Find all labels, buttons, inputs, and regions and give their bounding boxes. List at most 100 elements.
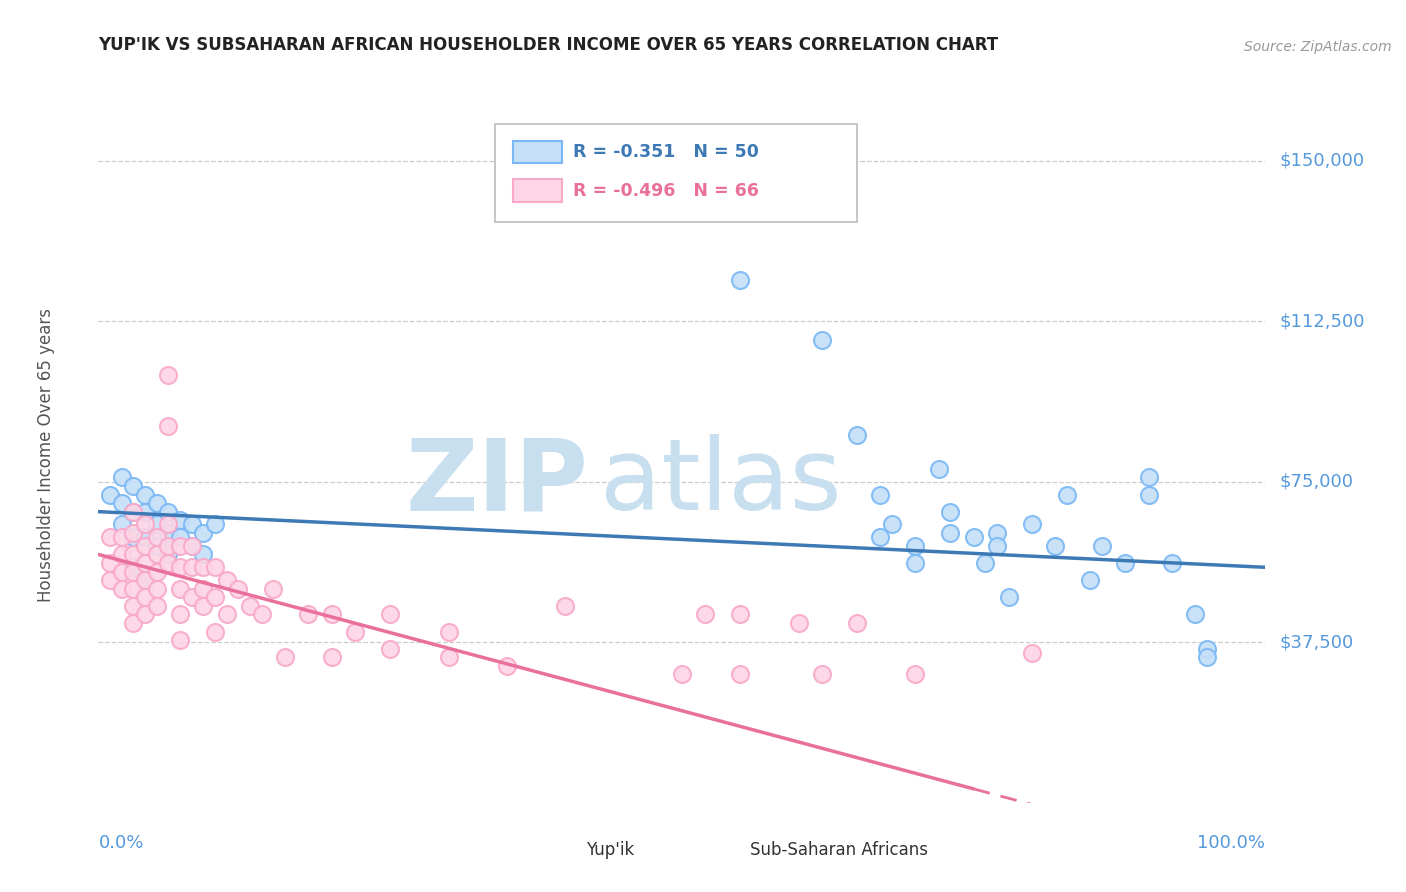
- Point: [1137, 470, 1160, 484]
- Point: [787, 615, 810, 630]
- Text: $150,000: $150,000: [1279, 152, 1364, 169]
- Point: [1195, 641, 1218, 656]
- Point: [146, 496, 169, 510]
- Point: [134, 556, 156, 570]
- Point: [134, 573, 156, 587]
- Point: [928, 462, 950, 476]
- Point: [134, 487, 156, 501]
- Point: [122, 505, 145, 519]
- Point: [939, 505, 962, 519]
- Point: [180, 539, 202, 553]
- Point: [146, 565, 169, 579]
- Point: [437, 650, 460, 665]
- Point: [146, 582, 169, 596]
- Point: [974, 556, 997, 570]
- Point: [122, 530, 145, 544]
- Point: [730, 607, 752, 622]
- Point: [880, 517, 903, 532]
- Point: [437, 624, 460, 639]
- Point: [1021, 646, 1043, 660]
- Point: [939, 526, 962, 541]
- Point: [122, 526, 145, 541]
- Point: [111, 565, 134, 579]
- Point: [98, 556, 121, 570]
- Text: ZIP: ZIP: [406, 434, 589, 532]
- Text: $37,500: $37,500: [1279, 633, 1354, 651]
- Point: [378, 607, 402, 622]
- Point: [193, 548, 215, 562]
- Point: [169, 539, 191, 553]
- Point: [169, 582, 191, 596]
- Point: [134, 607, 156, 622]
- Point: [111, 470, 134, 484]
- Point: [215, 573, 238, 587]
- Point: [204, 591, 226, 605]
- Point: [122, 548, 145, 562]
- Point: [157, 556, 180, 570]
- Point: [122, 479, 145, 493]
- Point: [215, 607, 238, 622]
- Point: [146, 599, 169, 613]
- Point: [1021, 517, 1043, 532]
- Point: [111, 496, 134, 510]
- Point: [157, 368, 180, 382]
- Text: atlas: atlas: [600, 434, 842, 532]
- Point: [1091, 539, 1114, 553]
- Text: $112,500: $112,500: [1279, 312, 1365, 330]
- Point: [1184, 607, 1206, 622]
- Point: [134, 573, 156, 587]
- Point: [134, 539, 156, 553]
- Point: [134, 517, 156, 532]
- Point: [869, 530, 891, 544]
- Point: [169, 607, 191, 622]
- Point: [274, 650, 297, 665]
- Point: [122, 505, 145, 519]
- Point: [845, 427, 868, 442]
- Point: [671, 667, 693, 681]
- Text: R = -0.351   N = 50: R = -0.351 N = 50: [574, 144, 759, 161]
- Point: [321, 650, 343, 665]
- Point: [1161, 556, 1184, 570]
- Point: [1056, 487, 1078, 501]
- Point: [262, 582, 284, 596]
- Point: [193, 582, 215, 596]
- FancyBboxPatch shape: [495, 124, 856, 222]
- Point: [157, 539, 180, 553]
- Point: [180, 560, 202, 574]
- Point: [986, 526, 1008, 541]
- Point: [495, 658, 517, 673]
- Point: [169, 513, 191, 527]
- Point: [122, 615, 145, 630]
- Point: [146, 548, 169, 562]
- Text: Source: ZipAtlas.com: Source: ZipAtlas.com: [1244, 39, 1392, 54]
- Point: [730, 667, 752, 681]
- Point: [845, 615, 868, 630]
- Point: [193, 560, 215, 574]
- Text: $75,000: $75,000: [1279, 473, 1354, 491]
- Point: [811, 667, 834, 681]
- Point: [157, 505, 180, 519]
- Point: [134, 591, 156, 605]
- Point: [204, 624, 226, 639]
- Point: [904, 539, 927, 553]
- Point: [1114, 556, 1136, 570]
- Point: [169, 633, 191, 648]
- Point: [157, 517, 180, 532]
- Point: [1080, 573, 1102, 587]
- Point: [111, 548, 134, 562]
- Text: Sub-Saharan Africans: Sub-Saharan Africans: [749, 841, 928, 859]
- Point: [122, 582, 145, 596]
- Point: [695, 607, 717, 622]
- Point: [250, 607, 273, 622]
- Point: [122, 599, 145, 613]
- Point: [134, 530, 156, 544]
- Point: [111, 582, 134, 596]
- Point: [157, 548, 180, 562]
- Text: R = -0.496   N = 66: R = -0.496 N = 66: [574, 182, 759, 200]
- Point: [297, 607, 319, 622]
- Text: Householder Income Over 65 years: Householder Income Over 65 years: [37, 308, 55, 602]
- Point: [1045, 539, 1067, 553]
- Point: [146, 530, 169, 544]
- Point: [169, 560, 191, 574]
- Point: [122, 565, 145, 579]
